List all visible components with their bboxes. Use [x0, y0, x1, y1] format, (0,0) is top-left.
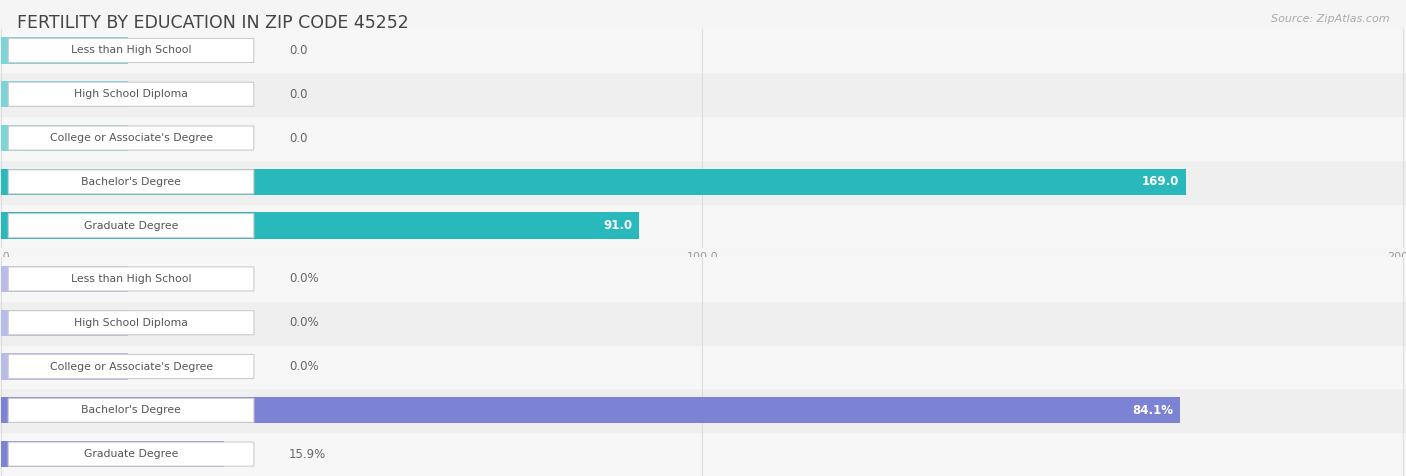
Text: 91.0: 91.0	[603, 219, 633, 232]
Bar	[1, 309, 128, 336]
FancyBboxPatch shape	[8, 267, 254, 291]
Bar	[1, 125, 128, 151]
Bar	[1, 212, 640, 239]
FancyBboxPatch shape	[8, 170, 254, 194]
Bar	[1, 397, 1180, 424]
Text: Less than High School: Less than High School	[70, 274, 191, 284]
Bar	[0, 257, 1406, 301]
Bar	[0, 72, 1406, 116]
Text: Graduate Degree: Graduate Degree	[84, 449, 179, 459]
FancyBboxPatch shape	[8, 355, 254, 378]
Bar	[1, 81, 128, 108]
Text: High School Diploma: High School Diploma	[75, 89, 188, 99]
Text: College or Associate's Degree: College or Associate's Degree	[49, 133, 212, 143]
Bar	[1, 441, 225, 467]
Text: Source: ZipAtlas.com: Source: ZipAtlas.com	[1271, 14, 1389, 24]
Text: 15.9%: 15.9%	[288, 447, 326, 461]
Bar	[0, 116, 1406, 160]
Text: 0.0%: 0.0%	[288, 272, 318, 286]
FancyBboxPatch shape	[8, 398, 254, 422]
FancyBboxPatch shape	[8, 442, 254, 466]
Text: 169.0: 169.0	[1142, 175, 1178, 188]
Bar	[0, 432, 1406, 476]
Text: 0.0: 0.0	[288, 131, 308, 145]
Text: 0.0%: 0.0%	[288, 360, 318, 373]
Bar	[0, 388, 1406, 432]
Bar	[1, 266, 128, 292]
Text: College or Associate's Degree: College or Associate's Degree	[49, 361, 212, 372]
Bar	[0, 29, 1406, 72]
Text: Bachelor's Degree: Bachelor's Degree	[82, 177, 181, 187]
Bar	[0, 301, 1406, 345]
FancyBboxPatch shape	[8, 126, 254, 150]
Text: 0.0: 0.0	[288, 88, 308, 101]
Bar	[0, 345, 1406, 388]
Bar	[1, 37, 128, 64]
Bar	[1, 353, 128, 380]
Text: High School Diploma: High School Diploma	[75, 317, 188, 328]
Text: Less than High School: Less than High School	[70, 45, 191, 56]
Text: Graduate Degree: Graduate Degree	[84, 220, 179, 231]
FancyBboxPatch shape	[8, 311, 254, 335]
Text: 0.0%: 0.0%	[288, 316, 318, 329]
Bar	[0, 204, 1406, 248]
Bar	[1, 169, 1185, 195]
FancyBboxPatch shape	[8, 39, 254, 62]
FancyBboxPatch shape	[8, 82, 254, 106]
Text: 84.1%: 84.1%	[1132, 404, 1173, 417]
FancyBboxPatch shape	[8, 214, 254, 238]
Text: 0.0: 0.0	[288, 44, 308, 57]
Bar	[0, 160, 1406, 204]
Text: Bachelor's Degree: Bachelor's Degree	[82, 405, 181, 416]
Text: FERTILITY BY EDUCATION IN ZIP CODE 45252: FERTILITY BY EDUCATION IN ZIP CODE 45252	[17, 14, 409, 32]
